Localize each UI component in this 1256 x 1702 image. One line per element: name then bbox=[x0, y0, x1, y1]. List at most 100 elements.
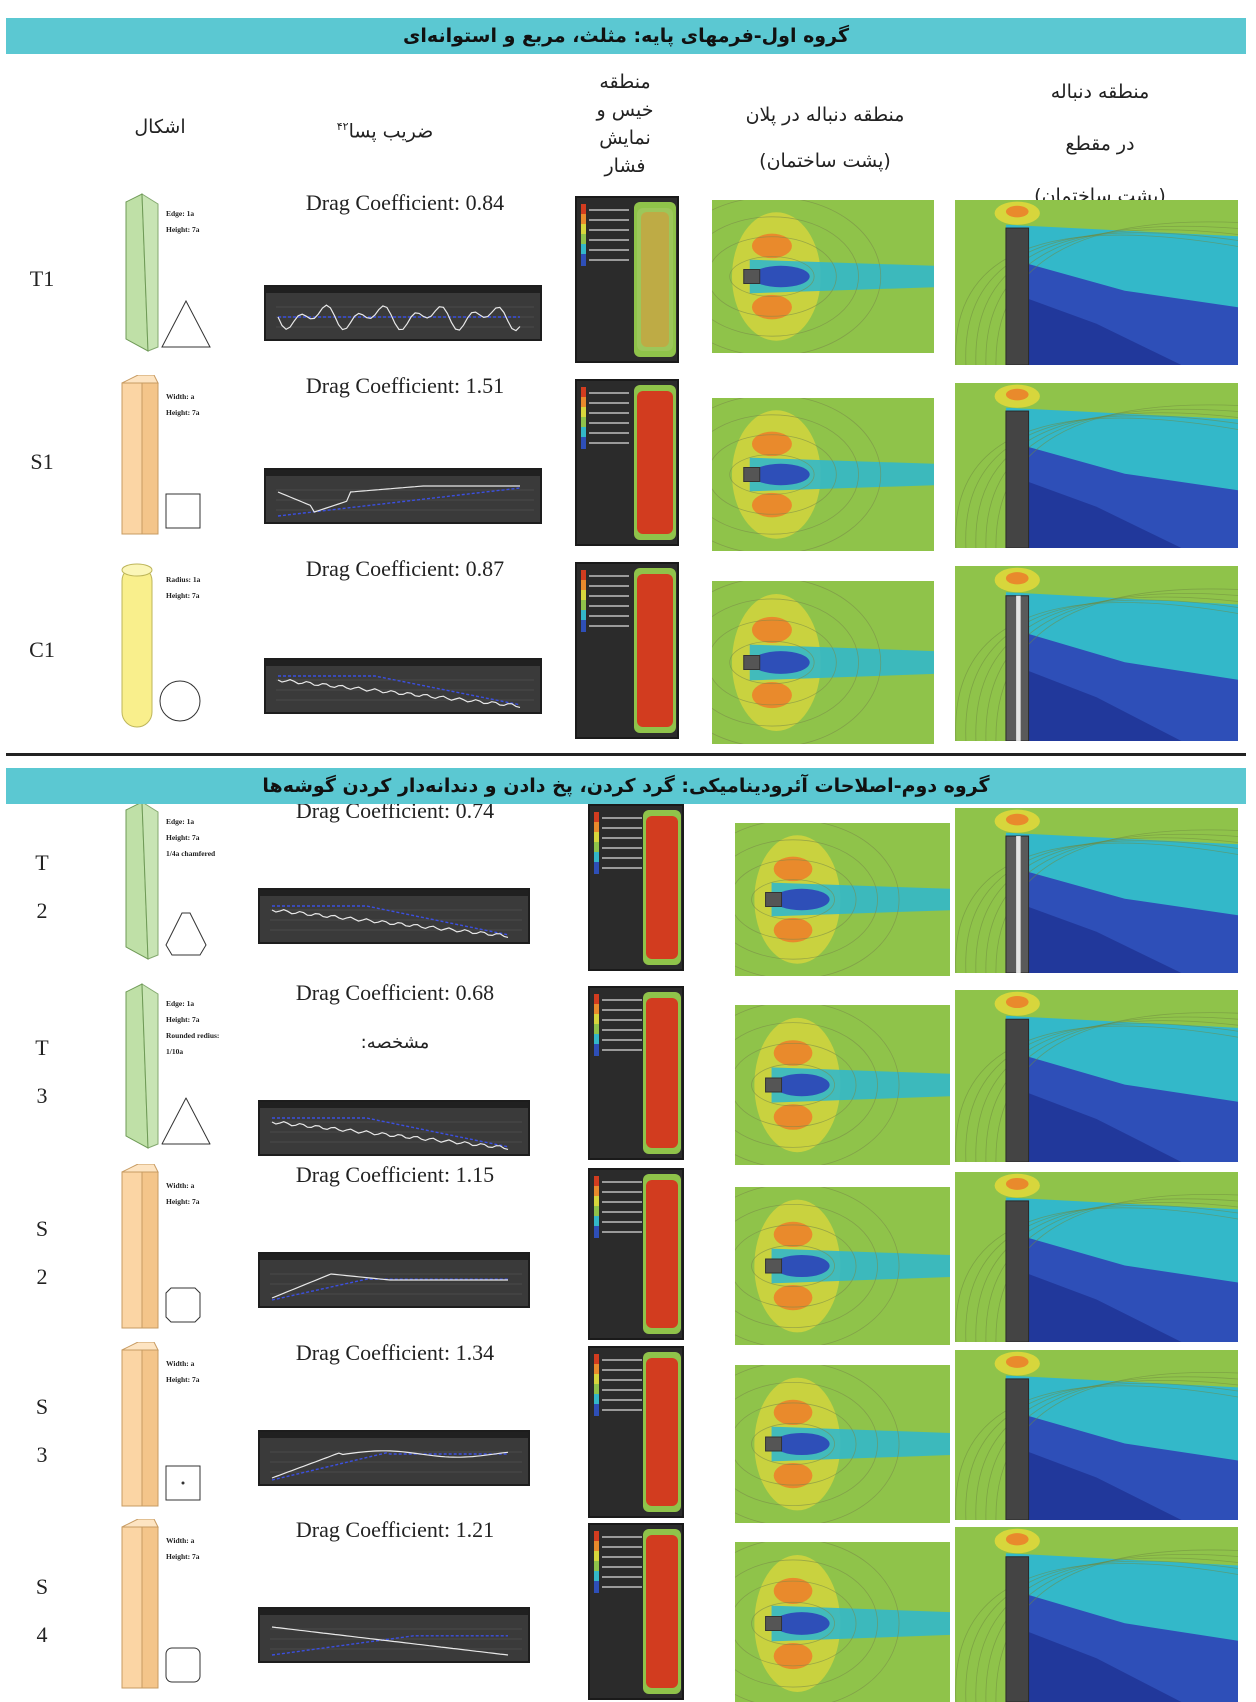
graph-title-bar bbox=[260, 890, 528, 896]
legend-swatch bbox=[581, 620, 586, 632]
legend-swatch bbox=[594, 1216, 599, 1228]
legend-line bbox=[602, 867, 642, 869]
drag-curve bbox=[277, 304, 521, 332]
wake-navy bbox=[1005, 1265, 1182, 1342]
cylinder-body bbox=[121, 565, 153, 728]
legend-line bbox=[602, 1009, 642, 1011]
legend-swatch bbox=[594, 832, 599, 844]
legend-line bbox=[589, 605, 629, 607]
legend-line bbox=[602, 1389, 642, 1391]
shape-illustration: Edge: 1a Height: 7a bbox=[100, 192, 240, 367]
legend-swatch bbox=[594, 862, 599, 874]
dimension-text: Width: a bbox=[166, 392, 195, 401]
building-footprint bbox=[765, 1258, 783, 1274]
legend-line bbox=[589, 219, 629, 221]
legend-line bbox=[589, 575, 629, 577]
prism-face bbox=[141, 1349, 159, 1507]
legend-line bbox=[602, 1409, 642, 1411]
wake-section-plot bbox=[955, 1350, 1238, 1520]
row-label-line: T bbox=[35, 1035, 49, 1060]
graph-title-bar bbox=[266, 287, 540, 293]
orange-cap bbox=[1005, 572, 1029, 585]
dimension-text: Height: 7a bbox=[166, 1552, 200, 1561]
dimension-text: Edge: 1a bbox=[166, 817, 195, 826]
legend-swatch bbox=[594, 1404, 599, 1416]
wake-plan-plot bbox=[735, 1365, 950, 1523]
cross-section-outline bbox=[165, 1287, 201, 1323]
graph-title-bar bbox=[260, 1254, 528, 1260]
building-footprint bbox=[765, 1436, 783, 1452]
graph-title-bar bbox=[260, 1102, 528, 1108]
wake-blue bbox=[751, 265, 810, 288]
orange-cap bbox=[1005, 1177, 1029, 1190]
building-footprint bbox=[743, 467, 761, 482]
cross-section-outline bbox=[159, 680, 201, 722]
graph-title-bar bbox=[260, 1432, 528, 1438]
pressure-legend bbox=[594, 1354, 646, 1418]
dimension-text: Height: 7a bbox=[166, 833, 200, 842]
legend-line bbox=[602, 1211, 642, 1213]
graph-title-bar bbox=[266, 470, 540, 476]
contour-line bbox=[975, 412, 1238, 548]
reference-curve bbox=[271, 1452, 508, 1481]
pressure-plot bbox=[588, 804, 684, 971]
group-separator bbox=[6, 753, 1246, 756]
contour-line bbox=[975, 1379, 1238, 1520]
legend-swatch bbox=[594, 1384, 599, 1396]
legend-swatch bbox=[594, 1561, 599, 1573]
pressure-legend bbox=[581, 387, 633, 451]
orange-zone-top bbox=[751, 616, 792, 643]
shape-illustration: Width: a Height: 7a bbox=[100, 1163, 240, 1344]
legend-swatch bbox=[594, 1014, 599, 1026]
wake-navy bbox=[1005, 473, 1182, 548]
legend-swatch bbox=[581, 580, 586, 592]
wake-plan-plot bbox=[712, 581, 934, 744]
row-label: T1 bbox=[22, 255, 62, 303]
pressure-field-core bbox=[645, 1180, 679, 1328]
pressure-field-core bbox=[645, 1358, 679, 1506]
contour-line bbox=[751, 1245, 835, 1287]
row-label-line: 3 bbox=[36, 1442, 48, 1467]
orange-zone-top bbox=[751, 431, 792, 457]
dimension-text: Edge: 1a bbox=[166, 999, 195, 1008]
contour-line bbox=[985, 592, 1238, 741]
header-shapes: اشکال bbox=[120, 110, 200, 144]
legend-line bbox=[589, 442, 629, 444]
prism-face bbox=[141, 1171, 159, 1329]
drag-curve bbox=[271, 1121, 509, 1150]
header-drag-label: ضریب پسا bbox=[348, 120, 434, 143]
legend-swatch bbox=[594, 1541, 599, 1553]
orange-zone-top bbox=[773, 1040, 813, 1066]
drag-coefficient-label: Drag Coefficient: 1.15 bbox=[295, 1162, 495, 1187]
contour-line bbox=[985, 1016, 1238, 1162]
orange-zone-top bbox=[773, 1221, 813, 1248]
legend-line bbox=[602, 1556, 642, 1558]
drag-curve bbox=[271, 909, 509, 938]
contour-line bbox=[712, 619, 837, 706]
contour-line bbox=[712, 236, 837, 317]
wake-section-plot bbox=[955, 990, 1238, 1162]
legend-line bbox=[602, 1231, 642, 1233]
contour-line bbox=[975, 1557, 1238, 1702]
prism-face bbox=[141, 801, 159, 960]
dimension-text: Height: 7a bbox=[166, 1015, 200, 1024]
legend-swatch bbox=[581, 610, 586, 622]
legend-swatch bbox=[594, 1354, 599, 1366]
drag-graph bbox=[264, 658, 542, 714]
wake-section-plot bbox=[955, 808, 1238, 973]
wake-plan-plot bbox=[735, 1542, 950, 1702]
prism-side bbox=[121, 382, 143, 535]
shape-illustration: Edge: 1a Height: 7a 1/4a chamfered bbox=[100, 800, 240, 975]
cross-section-outline bbox=[161, 299, 211, 348]
contour-line bbox=[985, 1198, 1238, 1342]
row-label-line: S bbox=[35, 1216, 49, 1241]
wake-plan-plot bbox=[735, 823, 950, 976]
legend-line bbox=[602, 1369, 642, 1371]
row-label-line: S bbox=[35, 1573, 49, 1599]
header-pressure-line3: نمایش bbox=[599, 127, 651, 149]
contour-line bbox=[995, 1012, 1238, 1162]
contour-line bbox=[751, 1601, 835, 1646]
graph-title-bar bbox=[266, 660, 540, 666]
